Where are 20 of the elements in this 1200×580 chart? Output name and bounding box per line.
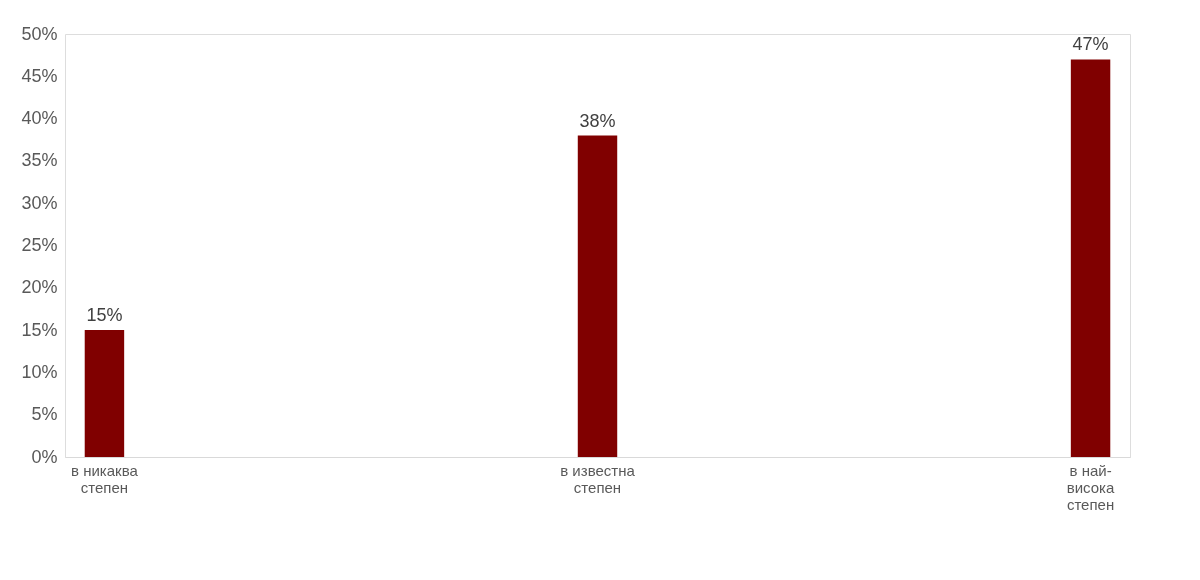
y-tick-label: 0% <box>31 446 58 467</box>
y-tick-label: 5% <box>31 404 58 425</box>
y-tick-label: 25% <box>21 235 58 255</box>
bar <box>577 135 618 457</box>
y-tick-label: 15% <box>21 319 58 340</box>
x-tick-label: в най-висока степен <box>1066 461 1116 513</box>
y-tick-label: 50% <box>21 23 58 44</box>
bar <box>1070 59 1111 457</box>
data-label: 38% <box>579 110 616 131</box>
y-tick-label: 10% <box>21 361 58 382</box>
x-tick-label: в никаква степен <box>71 461 139 496</box>
x-tick-label: в известна степен <box>560 461 636 496</box>
y-tick-label: 45% <box>21 65 58 86</box>
y-tick-label: 40% <box>21 108 58 129</box>
data-label: 47% <box>1072 34 1109 55</box>
data-label: 15% <box>86 305 123 326</box>
y-tick-label: 35% <box>21 150 58 171</box>
y-tick-label: 30% <box>21 192 58 213</box>
bar <box>84 330 125 457</box>
y-tick-label: 20% <box>21 277 58 298</box>
